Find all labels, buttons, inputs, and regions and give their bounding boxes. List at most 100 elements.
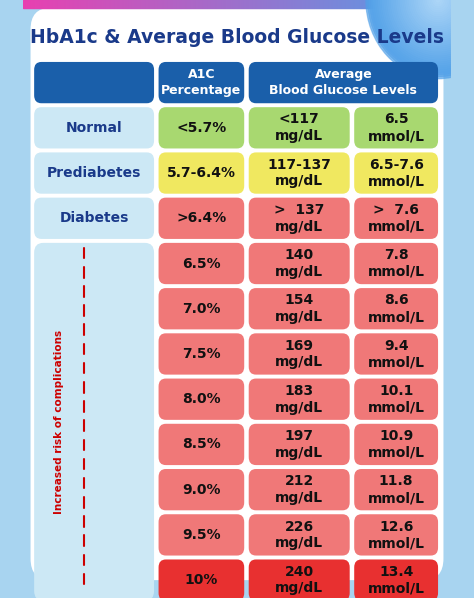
Text: 9.0%: 9.0% bbox=[182, 483, 220, 497]
Bar bbox=[171, 0, 172, 8]
Bar bbox=[320, 0, 321, 8]
Bar bbox=[82, 0, 83, 8]
Bar bbox=[184, 0, 185, 8]
Bar bbox=[329, 0, 330, 8]
Bar bbox=[117, 0, 118, 8]
Bar bbox=[158, 0, 159, 8]
Bar bbox=[284, 0, 285, 8]
Bar bbox=[317, 0, 318, 8]
Bar bbox=[397, 0, 398, 8]
Bar bbox=[415, 0, 416, 8]
Bar bbox=[50, 0, 51, 8]
Bar bbox=[109, 0, 110, 8]
Text: 11.8
mmol/L: 11.8 mmol/L bbox=[368, 474, 425, 505]
Bar bbox=[153, 0, 154, 8]
Bar bbox=[345, 0, 346, 8]
Bar bbox=[377, 0, 378, 8]
Bar bbox=[256, 0, 257, 8]
Bar bbox=[352, 0, 353, 8]
Bar bbox=[231, 0, 232, 8]
Bar bbox=[185, 0, 186, 8]
FancyBboxPatch shape bbox=[249, 560, 350, 598]
Text: 6.5
mmol/L: 6.5 mmol/L bbox=[368, 112, 425, 143]
Bar bbox=[187, 0, 188, 8]
Bar bbox=[123, 0, 124, 8]
Circle shape bbox=[426, 0, 451, 14]
Bar bbox=[240, 0, 241, 8]
Bar bbox=[86, 0, 87, 8]
Circle shape bbox=[384, 0, 474, 59]
Bar bbox=[124, 0, 125, 8]
Bar bbox=[389, 0, 390, 8]
Bar bbox=[142, 0, 143, 8]
FancyBboxPatch shape bbox=[34, 62, 154, 103]
Bar bbox=[108, 0, 109, 8]
Bar bbox=[60, 0, 61, 8]
Bar bbox=[261, 0, 262, 8]
Bar bbox=[99, 0, 100, 8]
Circle shape bbox=[422, 0, 454, 18]
Bar bbox=[128, 0, 129, 8]
Bar bbox=[318, 0, 319, 8]
Bar bbox=[141, 0, 142, 8]
Circle shape bbox=[424, 0, 453, 16]
Circle shape bbox=[389, 0, 474, 53]
Bar bbox=[180, 0, 181, 8]
Circle shape bbox=[391, 0, 474, 51]
Bar bbox=[71, 0, 72, 8]
Bar bbox=[195, 0, 196, 8]
Text: 9.5%: 9.5% bbox=[182, 528, 221, 542]
Bar bbox=[62, 0, 63, 8]
FancyBboxPatch shape bbox=[249, 62, 438, 103]
FancyBboxPatch shape bbox=[159, 560, 244, 598]
Bar bbox=[263, 0, 264, 8]
Bar bbox=[360, 0, 361, 8]
Bar bbox=[37, 0, 38, 8]
Bar bbox=[130, 0, 131, 8]
FancyBboxPatch shape bbox=[159, 243, 244, 284]
Bar bbox=[418, 0, 419, 8]
Bar bbox=[425, 0, 426, 8]
Bar bbox=[194, 0, 195, 8]
Bar bbox=[395, 0, 396, 8]
FancyBboxPatch shape bbox=[249, 469, 350, 510]
Bar bbox=[350, 0, 351, 8]
Bar bbox=[250, 0, 251, 8]
Bar bbox=[426, 0, 427, 8]
Bar bbox=[399, 0, 400, 8]
Bar bbox=[165, 0, 166, 8]
Bar bbox=[214, 0, 215, 8]
Bar bbox=[127, 0, 128, 8]
Bar bbox=[192, 0, 193, 8]
Bar bbox=[411, 0, 412, 8]
Bar bbox=[98, 0, 99, 8]
Bar bbox=[303, 0, 304, 8]
FancyBboxPatch shape bbox=[249, 243, 350, 284]
Text: 226
mg/dL: 226 mg/dL bbox=[275, 520, 323, 550]
Bar bbox=[216, 0, 217, 8]
Bar bbox=[33, 0, 34, 8]
Bar bbox=[217, 0, 218, 8]
FancyBboxPatch shape bbox=[34, 243, 154, 598]
Bar bbox=[218, 0, 219, 8]
Bar bbox=[298, 0, 299, 8]
Bar bbox=[247, 0, 248, 8]
Bar bbox=[164, 0, 165, 8]
Bar bbox=[199, 0, 200, 8]
Bar bbox=[246, 0, 247, 8]
Bar bbox=[55, 0, 56, 8]
Bar bbox=[105, 0, 106, 8]
Bar bbox=[439, 0, 440, 8]
Bar bbox=[417, 0, 418, 8]
Bar bbox=[154, 0, 155, 8]
Bar bbox=[97, 0, 98, 8]
Bar bbox=[258, 0, 259, 8]
FancyBboxPatch shape bbox=[159, 152, 244, 194]
Bar bbox=[31, 0, 32, 8]
Bar bbox=[116, 0, 117, 8]
Text: 8.0%: 8.0% bbox=[182, 392, 221, 406]
Bar bbox=[155, 0, 156, 8]
Bar bbox=[235, 0, 236, 8]
Bar bbox=[257, 0, 258, 8]
Bar bbox=[204, 0, 205, 8]
